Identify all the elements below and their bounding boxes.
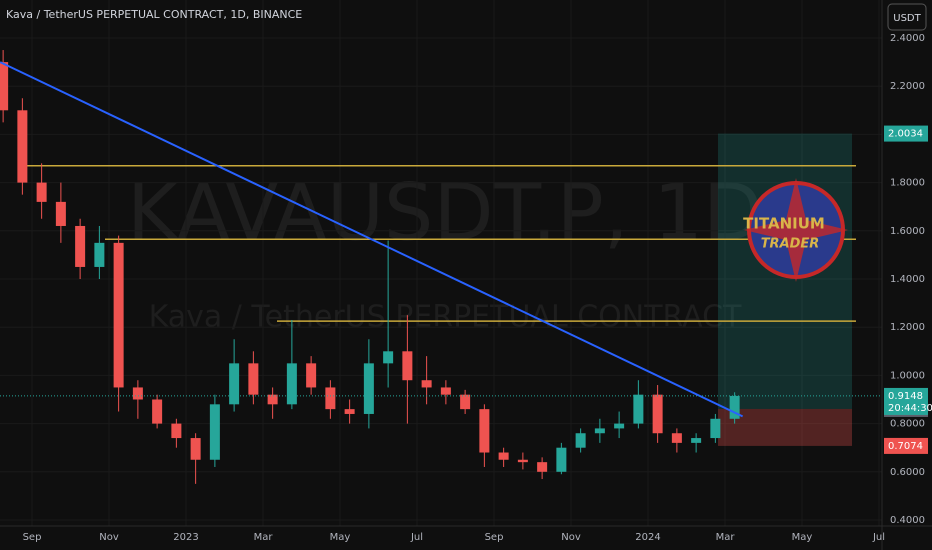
candle-body bbox=[306, 363, 317, 388]
x-tick-label: Sep bbox=[23, 532, 42, 543]
candle-body bbox=[556, 447, 567, 472]
candle-body bbox=[652, 394, 663, 434]
candle-body bbox=[36, 182, 47, 202]
y-tick-label: 1.8000 bbox=[890, 178, 925, 189]
x-tick-label: Nov bbox=[99, 532, 119, 543]
candle-body bbox=[460, 394, 471, 410]
x-tick-label: 2024 bbox=[635, 532, 660, 543]
logo-star bbox=[744, 178, 848, 282]
trendline bbox=[0, 61, 744, 418]
candle-body bbox=[132, 387, 143, 400]
candle-body bbox=[248, 363, 259, 395]
y-tick-label: 1.4000 bbox=[890, 274, 925, 285]
y-tick-label: 2.2000 bbox=[890, 81, 925, 92]
candle-body bbox=[267, 394, 278, 405]
logo: TITANIUM TRADER bbox=[743, 178, 848, 282]
y-tick-label: 0.6000 bbox=[890, 467, 925, 478]
candle-body bbox=[710, 418, 721, 439]
candle-body bbox=[171, 423, 182, 439]
candle-body bbox=[229, 363, 240, 405]
candle-body bbox=[691, 438, 702, 443]
y-tick-label: 2.4000 bbox=[890, 33, 925, 44]
y-tick-label: 1.6000 bbox=[890, 226, 925, 237]
candle-body bbox=[575, 433, 586, 448]
candle-body bbox=[55, 201, 66, 226]
candle-body bbox=[325, 387, 336, 410]
candle-body bbox=[479, 409, 490, 453]
logo-text: TRADER bbox=[761, 237, 820, 252]
candle-body bbox=[537, 462, 548, 472]
x-tick-label: May bbox=[792, 532, 813, 543]
countdown: 20:44:30 bbox=[888, 403, 932, 414]
x-tick-label: Mar bbox=[254, 532, 274, 543]
candle-body bbox=[209, 404, 220, 460]
candle-body bbox=[113, 242, 124, 388]
x-tick-label: Jul bbox=[410, 532, 423, 543]
candle-body bbox=[633, 394, 644, 424]
candle-body bbox=[152, 399, 163, 424]
plot-area bbox=[0, 0, 882, 526]
candle-body bbox=[75, 225, 86, 267]
y-tick-label: 0.4000 bbox=[890, 515, 925, 526]
candle-body bbox=[498, 452, 509, 460]
currency-label[interactable]: USDT bbox=[893, 13, 921, 24]
candle-body bbox=[0, 62, 9, 111]
candle-body bbox=[94, 242, 105, 267]
currency-button[interactable] bbox=[887, 3, 927, 31]
x-tick-label: May bbox=[330, 532, 351, 543]
candle-body bbox=[729, 395, 740, 419]
y-tick-label: 1.0000 bbox=[890, 370, 925, 381]
candle-body bbox=[363, 363, 374, 414]
candle-body bbox=[286, 363, 297, 405]
stop-tag-bg bbox=[884, 437, 928, 454]
last-price-tag: 0.9148 bbox=[888, 391, 923, 402]
watermark-symbol: KAVAUSDT.P, 1D bbox=[127, 168, 763, 258]
last-price-tag-bg bbox=[884, 387, 928, 415]
candle-body bbox=[517, 459, 528, 463]
y-axis: 0.4000 0.6000 0.8000 1.0000 1.2000 1.4000 1.60… bbox=[884, 33, 932, 526]
chart-header: Kava / TetherUS PERPETUAL CONTRACT, 1D, … bbox=[6, 8, 302, 21]
candle-body bbox=[402, 351, 413, 381]
target-tag: 2.0034 bbox=[888, 129, 923, 140]
target-tag-bg bbox=[884, 125, 928, 142]
x-tick-label: Jul bbox=[872, 532, 885, 543]
watermark: KAVAUSDT.P, 1D Kava / TetherUS PERPETUAL… bbox=[127, 168, 763, 334]
x-tick-label: Mar bbox=[716, 532, 736, 543]
x-tick-label: 2023 bbox=[173, 532, 198, 543]
candle-body bbox=[383, 351, 394, 364]
x-tick-label: Sep bbox=[485, 532, 504, 543]
candle-body bbox=[17, 110, 28, 183]
y-tick-label: 0.8000 bbox=[890, 419, 925, 430]
candle-body bbox=[421, 380, 432, 388]
logo-text: TITANIUM bbox=[743, 215, 825, 233]
candle-body bbox=[614, 423, 625, 429]
stop-tag: 0.7074 bbox=[888, 441, 923, 452]
candle-body bbox=[190, 438, 201, 460]
watermark-description: Kava / TetherUS PERPETUAL CONTRACT bbox=[149, 300, 743, 335]
x-tick-label: Nov bbox=[561, 532, 581, 543]
candle-body bbox=[671, 433, 682, 443]
candle-body bbox=[594, 428, 605, 434]
candle-body bbox=[344, 409, 355, 414]
candle-body bbox=[440, 387, 451, 395]
y-tick-label: 1.2000 bbox=[890, 322, 925, 333]
